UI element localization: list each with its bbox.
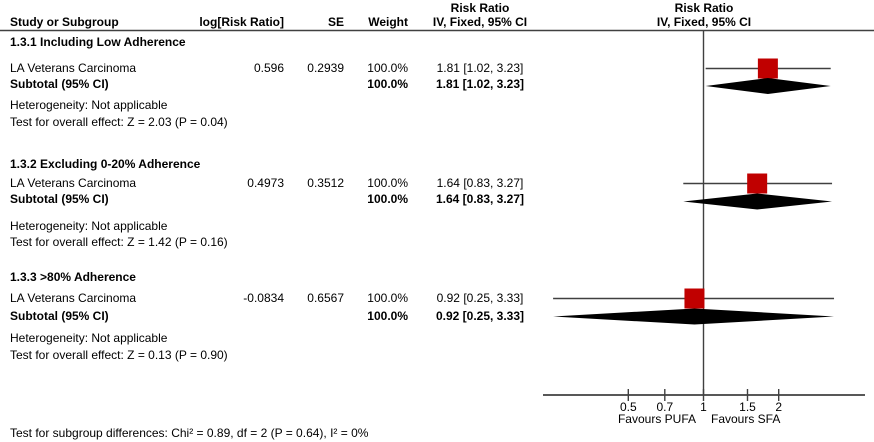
study-log-rr: 0.596 <box>253 61 284 75</box>
subgroup-heading: 1.3.2 Excluding 0-20% Adherence <box>10 157 201 171</box>
study-log-rr: 0.4973 <box>247 176 284 190</box>
plot-header-bottom: IV, Fixed, 95% CI <box>656 15 752 29</box>
overall-effect-test: Test for overall effect: Z = 1.42 (P = 0… <box>10 235 228 249</box>
study-weight: 100.0% <box>367 176 408 190</box>
subgroup-heading: 1.3.1 Including Low Adherence <box>10 35 186 49</box>
subtotal-effect: 0.92 [0.25, 3.33] <box>435 309 525 323</box>
study-weight: 100.0% <box>367 291 408 305</box>
study-name: LA Veterans Carcinoma <box>10 61 137 75</box>
overall-effect-test: Test for overall effect: Z = 2.03 (P = 0… <box>10 115 228 129</box>
col-header-weight: Weight <box>368 15 408 29</box>
effect-square <box>747 173 768 194</box>
study-se: 0.6567 <box>307 291 344 305</box>
axis-tick-label: 0.7 <box>656 400 673 414</box>
axis-tick-label: 2 <box>775 400 782 414</box>
subtotal-diamond <box>553 308 835 325</box>
study-se: 0.2939 <box>307 61 344 75</box>
col-header-log-rr: log[Risk Ratio] <box>199 15 284 29</box>
study-effect: 1.81 [1.02, 3.23] <box>436 61 524 75</box>
axis-tick-label: 1 <box>700 400 707 414</box>
heterogeneity-note: Heterogeneity: Not applicable <box>10 219 168 233</box>
study-effect: 1.64 [0.83, 3.27] <box>436 176 524 190</box>
subtotal-label: Subtotal (95% CI) <box>10 309 109 323</box>
subtotal-diamond <box>705 78 831 94</box>
study-log-rr: -0.0834 <box>243 291 284 305</box>
subtotal-weight: 100.0% <box>367 77 408 91</box>
subtotal-weight: 100.0% <box>367 309 408 323</box>
subtotal-label: Subtotal (95% CI) <box>10 77 109 91</box>
subtotal-label: Subtotal (95% CI) <box>10 192 109 206</box>
subtotal-effect: 1.81 [1.02, 3.23] <box>435 77 525 91</box>
col-header-effect-bottom: IV, Fixed, 95% CI <box>432 15 528 29</box>
subtotal-weight: 100.0% <box>367 192 408 206</box>
subgroup-heading: 1.3.3 >80% Adherence <box>10 270 136 284</box>
heterogeneity-note: Heterogeneity: Not applicable <box>10 98 168 112</box>
col-header-se: SE <box>327 15 344 29</box>
study-name: LA Veterans Carcinoma <box>10 176 137 190</box>
axis-tick-label: 0.5 <box>620 400 637 414</box>
effect-square <box>684 288 705 309</box>
study-se: 0.3512 <box>307 176 344 190</box>
subtotal-effect: 1.64 [0.83, 3.27] <box>435 192 525 206</box>
study-name: LA Veterans Carcinoma <box>10 291 137 305</box>
favours-right-label: Favours SFA <box>711 412 781 426</box>
plot-header-top: Risk Ratio <box>674 1 734 15</box>
subgroup-difference-test: Test for subgroup differences: Chi² = 0.… <box>10 426 369 440</box>
favours-left-label: Favours PUFA <box>617 412 696 426</box>
study-effect: 0.92 [0.25, 3.33] <box>436 291 524 305</box>
axis-tick-label: 1.5 <box>739 400 756 414</box>
effect-square <box>757 58 778 79</box>
col-header-effect-top: Risk Ratio <box>450 1 510 15</box>
heterogeneity-note: Heterogeneity: Not applicable <box>10 331 168 345</box>
overall-effect-test: Test for overall effect: Z = 0.13 (P = 0… <box>10 348 228 362</box>
col-header-study: Study or Subgroup <box>10 15 119 29</box>
study-weight: 100.0% <box>367 61 408 75</box>
subtotal-diamond <box>683 193 833 210</box>
